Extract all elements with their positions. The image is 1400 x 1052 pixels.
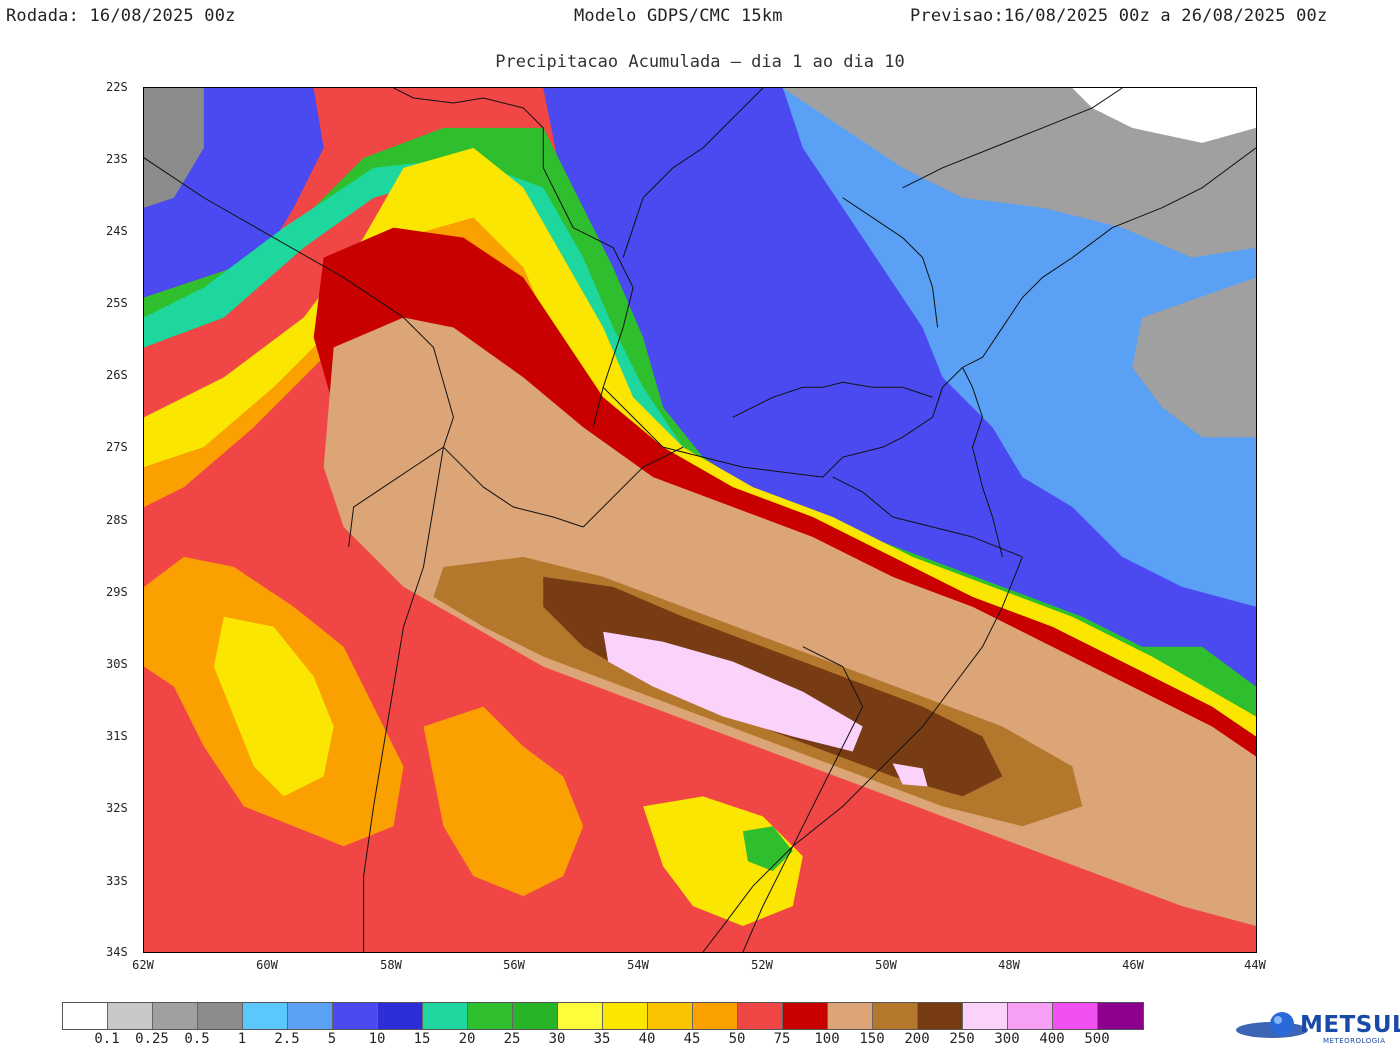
field-sw-yellow <box>213 616 334 797</box>
legend-swatch <box>648 1003 693 1029</box>
field-pink-blob <box>892 763 928 787</box>
model-name: Modelo GDPS/CMC 15km <box>574 6 783 26</box>
legend-swatch <box>378 1003 423 1029</box>
legend-swatch <box>513 1003 558 1029</box>
legend-swatch <box>288 1003 333 1029</box>
field-se-green <box>742 826 793 872</box>
legend-swatch <box>783 1003 828 1029</box>
lat-label: 31S <box>106 729 128 743</box>
legend-label: 150 <box>859 1031 885 1047</box>
legend-swatch <box>153 1003 198 1029</box>
legend-label: 25 <box>503 1031 521 1047</box>
legend-label: 5 <box>327 1031 337 1047</box>
field-pink <box>603 631 863 752</box>
lat-label: 29S <box>106 585 128 599</box>
legend-swatch <box>108 1003 153 1029</box>
legend-swatch <box>198 1003 243 1029</box>
legend-swatch <box>603 1003 648 1029</box>
forecast-range: Previsao:16/08/2025 00z a 26/08/2025 00z <box>910 6 1328 26</box>
legend-label: 10 <box>368 1031 386 1047</box>
field-s-orange <box>423 706 584 897</box>
lat-label: 22S <box>106 80 128 94</box>
color-legend <box>62 1002 1144 1030</box>
lat-label: 24S <box>106 224 128 238</box>
lat-label: 23S <box>106 152 128 166</box>
run-date: Rodada: 16/08/2025 00z <box>6 6 236 26</box>
legend-label: 75 <box>773 1031 791 1047</box>
lon-label: 48W <box>998 958 1020 972</box>
legend-label: 20 <box>458 1031 476 1047</box>
legend-swatch <box>1098 1003 1143 1029</box>
lon-label: 58W <box>380 958 402 972</box>
lat-label: 28S <box>106 513 128 527</box>
legend-label: 250 <box>949 1031 975 1047</box>
legend-label: 400 <box>1039 1031 1065 1047</box>
legend-label: 2.5 <box>274 1031 300 1047</box>
legend-swatch <box>963 1003 1008 1029</box>
logo-name: METSUL <box>1300 1012 1400 1038</box>
lon-label: 54W <box>627 958 649 972</box>
legend-label: 100 <box>814 1031 840 1047</box>
legend-label: 50 <box>728 1031 746 1047</box>
legend-swatch <box>1008 1003 1053 1029</box>
legend-swatch <box>63 1003 108 1029</box>
legend-label: 30 <box>548 1031 566 1047</box>
borders <box>144 88 1256 952</box>
legend-label: 1 <box>237 1031 247 1047</box>
legend-swatch <box>1053 1003 1098 1029</box>
lat-label: 27S <box>106 440 128 454</box>
logo-subtitle: METEOROLOGIA <box>1323 1037 1386 1045</box>
legend-label: 15 <box>413 1031 431 1047</box>
lat-label: 25S <box>106 296 128 310</box>
lon-label: 62W <box>132 958 154 972</box>
precipitation-map <box>143 87 1257 953</box>
field-gray-right <box>1132 277 1256 438</box>
legend-swatch <box>333 1003 378 1029</box>
lat-label: 33S <box>106 874 128 888</box>
field-white <box>1072 88 1256 143</box>
lon-label: 56W <box>503 958 525 972</box>
legend-swatch <box>468 1003 513 1029</box>
legend-swatch <box>738 1003 783 1029</box>
map-title: Precipitacao Acumulada – dia 1 ao dia 10 <box>495 52 905 72</box>
legend-label: 200 <box>904 1031 930 1047</box>
legend-swatch <box>693 1003 738 1029</box>
lon-label: 52W <box>751 958 773 972</box>
lat-label: 34S <box>106 945 128 959</box>
lat-label: 26S <box>106 368 128 382</box>
legend-swatch <box>423 1003 468 1029</box>
lon-label: 46W <box>1122 958 1144 972</box>
legend-swatch <box>918 1003 963 1029</box>
field-gray <box>782 88 1256 258</box>
lon-label: 50W <box>875 958 897 972</box>
legend-label: 0.1 <box>94 1031 120 1047</box>
lat-label: 30S <box>106 657 128 671</box>
legend-label: 0.5 <box>184 1031 210 1047</box>
field-nw-gray <box>144 88 204 208</box>
lat-label: 32S <box>106 801 128 815</box>
legend-label: 300 <box>994 1031 1020 1047</box>
legend-swatch <box>243 1003 288 1029</box>
legend-swatch <box>873 1003 918 1029</box>
legend-label: 0.25 <box>135 1031 169 1047</box>
lon-label: 60W <box>256 958 278 972</box>
legend-label: 40 <box>638 1031 656 1047</box>
legend-label: 500 <box>1084 1031 1110 1047</box>
legend-label: 35 <box>593 1031 611 1047</box>
globe-icon <box>1236 1012 1308 1038</box>
lon-label: 44W <box>1244 958 1266 972</box>
legend-swatch <box>828 1003 873 1029</box>
field-yellow <box>144 147 1256 747</box>
legend-swatch <box>558 1003 603 1029</box>
legend-label: 45 <box>683 1031 701 1047</box>
